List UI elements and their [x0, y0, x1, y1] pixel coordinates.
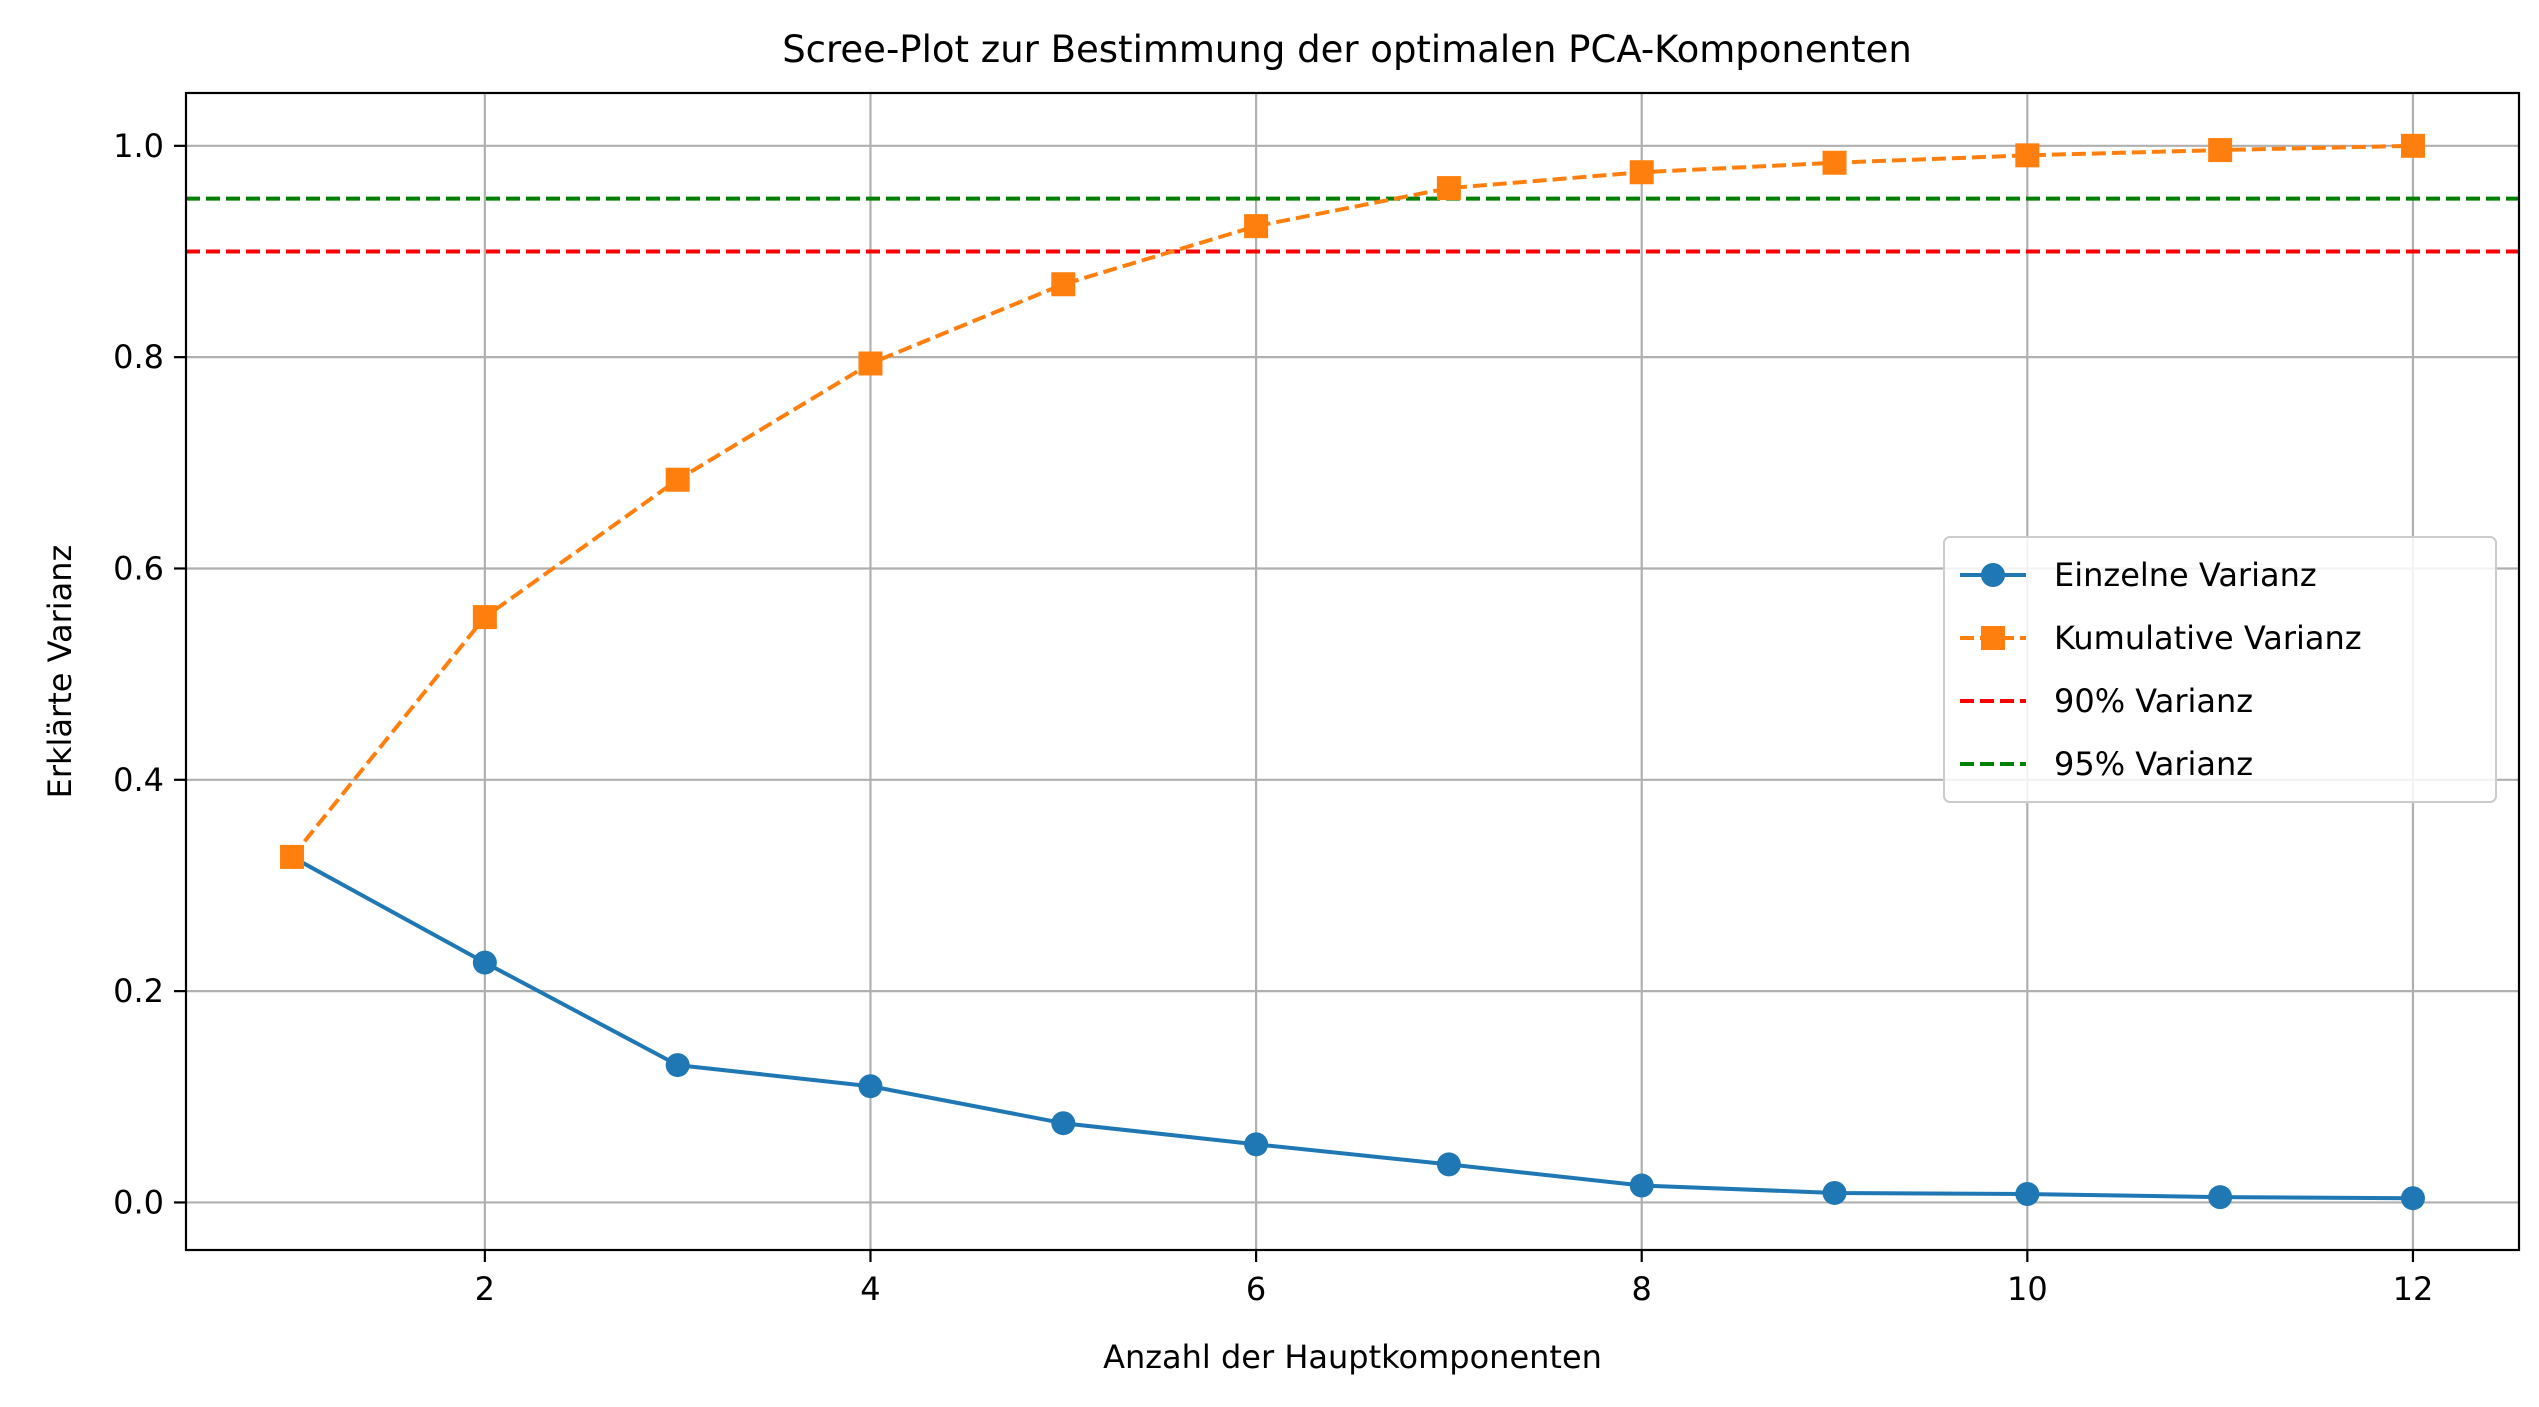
legend-label: 95% Varianz	[2054, 745, 2253, 783]
plot-frame	[184, 91, 2521, 1252]
legend-marker	[1981, 563, 2005, 587]
x-tick-label: 2	[475, 1270, 495, 1308]
point-square-9	[1822, 150, 1847, 175]
point-square-3	[665, 467, 690, 492]
point-square-2	[472, 605, 497, 630]
legend-entry-2: 90% Varianz	[1960, 682, 2253, 720]
point-square-8	[1629, 160, 1654, 185]
x-tick-label: 12	[2393, 1270, 2434, 1308]
legend-label: Kumulative Varianz	[2054, 619, 2362, 657]
legend-entry-0: Einzelne Varianz	[1960, 556, 2317, 594]
point-square-11	[2208, 138, 2233, 163]
point-circle-10	[2015, 1181, 2040, 1206]
y-tick-label: 0.6	[113, 549, 164, 587]
y-tick-label: 0.0	[113, 1183, 164, 1221]
series-1	[280, 133, 2425, 869]
point-circle-2	[472, 950, 497, 975]
data-series	[186, 133, 2519, 1211]
chart-title: Scree-Plot zur Bestimmung der optimalen …	[782, 28, 1912, 71]
legend-entry-3: 95% Varianz	[1960, 745, 2253, 783]
x-tick-label: 4	[860, 1270, 880, 1308]
x-tick-label: 6	[1246, 1270, 1266, 1308]
y-axis-label: Erklärte Varianz	[41, 545, 79, 799]
y-tick-label: 0.8	[113, 338, 164, 376]
point-square-5	[1051, 272, 1076, 297]
x-tick-label: 10	[2007, 1270, 2048, 1308]
point-square-12	[2400, 133, 2425, 158]
legend: Einzelne Varianz Kumulative Varianz 90% Va…	[1943, 536, 2497, 803]
point-circle-3	[665, 1053, 690, 1078]
point-circle-8	[1629, 1173, 1654, 1198]
x-axis-label: Anzahl der Hauptkomponenten	[1103, 1338, 1602, 1376]
legend-box	[1943, 536, 2497, 803]
point-square-10	[2015, 143, 2040, 168]
x-tick-label: 8	[1632, 1270, 1652, 1308]
y-tick-label: 1.0	[113, 127, 164, 165]
y-tick-label: 0.4	[113, 761, 164, 799]
point-circle-7	[1436, 1152, 1461, 1177]
point-square-4	[858, 351, 883, 376]
point-circle-6	[1244, 1132, 1269, 1157]
point-circle-4	[858, 1074, 883, 1099]
point-square-7	[1436, 176, 1461, 201]
point-circle-12	[2400, 1186, 2425, 1211]
point-circle-9	[1822, 1180, 1847, 1205]
point-square-6	[1244, 214, 1269, 239]
point-circle-11	[2208, 1185, 2233, 1210]
legend-label: Einzelne Varianz	[2054, 556, 2317, 594]
series-line	[290, 143, 2413, 859]
y-tick-label: 0.2	[113, 972, 164, 1010]
legend-entry-1: Kumulative Varianz	[1960, 619, 2362, 657]
grid-lines	[186, 93, 2519, 1250]
legend-marker	[1981, 626, 2005, 650]
series-0	[280, 844, 2425, 1211]
point-square-1	[280, 844, 305, 869]
point-circle-5	[1051, 1111, 1076, 1136]
axis-ticks: 2 4 6 8 10 12 0.0 0.2 0.4 0.6 0.8 1.0	[113, 127, 2433, 1308]
series-line	[291, 855, 2413, 1201]
legend-label: 90% Varianz	[2054, 682, 2253, 720]
